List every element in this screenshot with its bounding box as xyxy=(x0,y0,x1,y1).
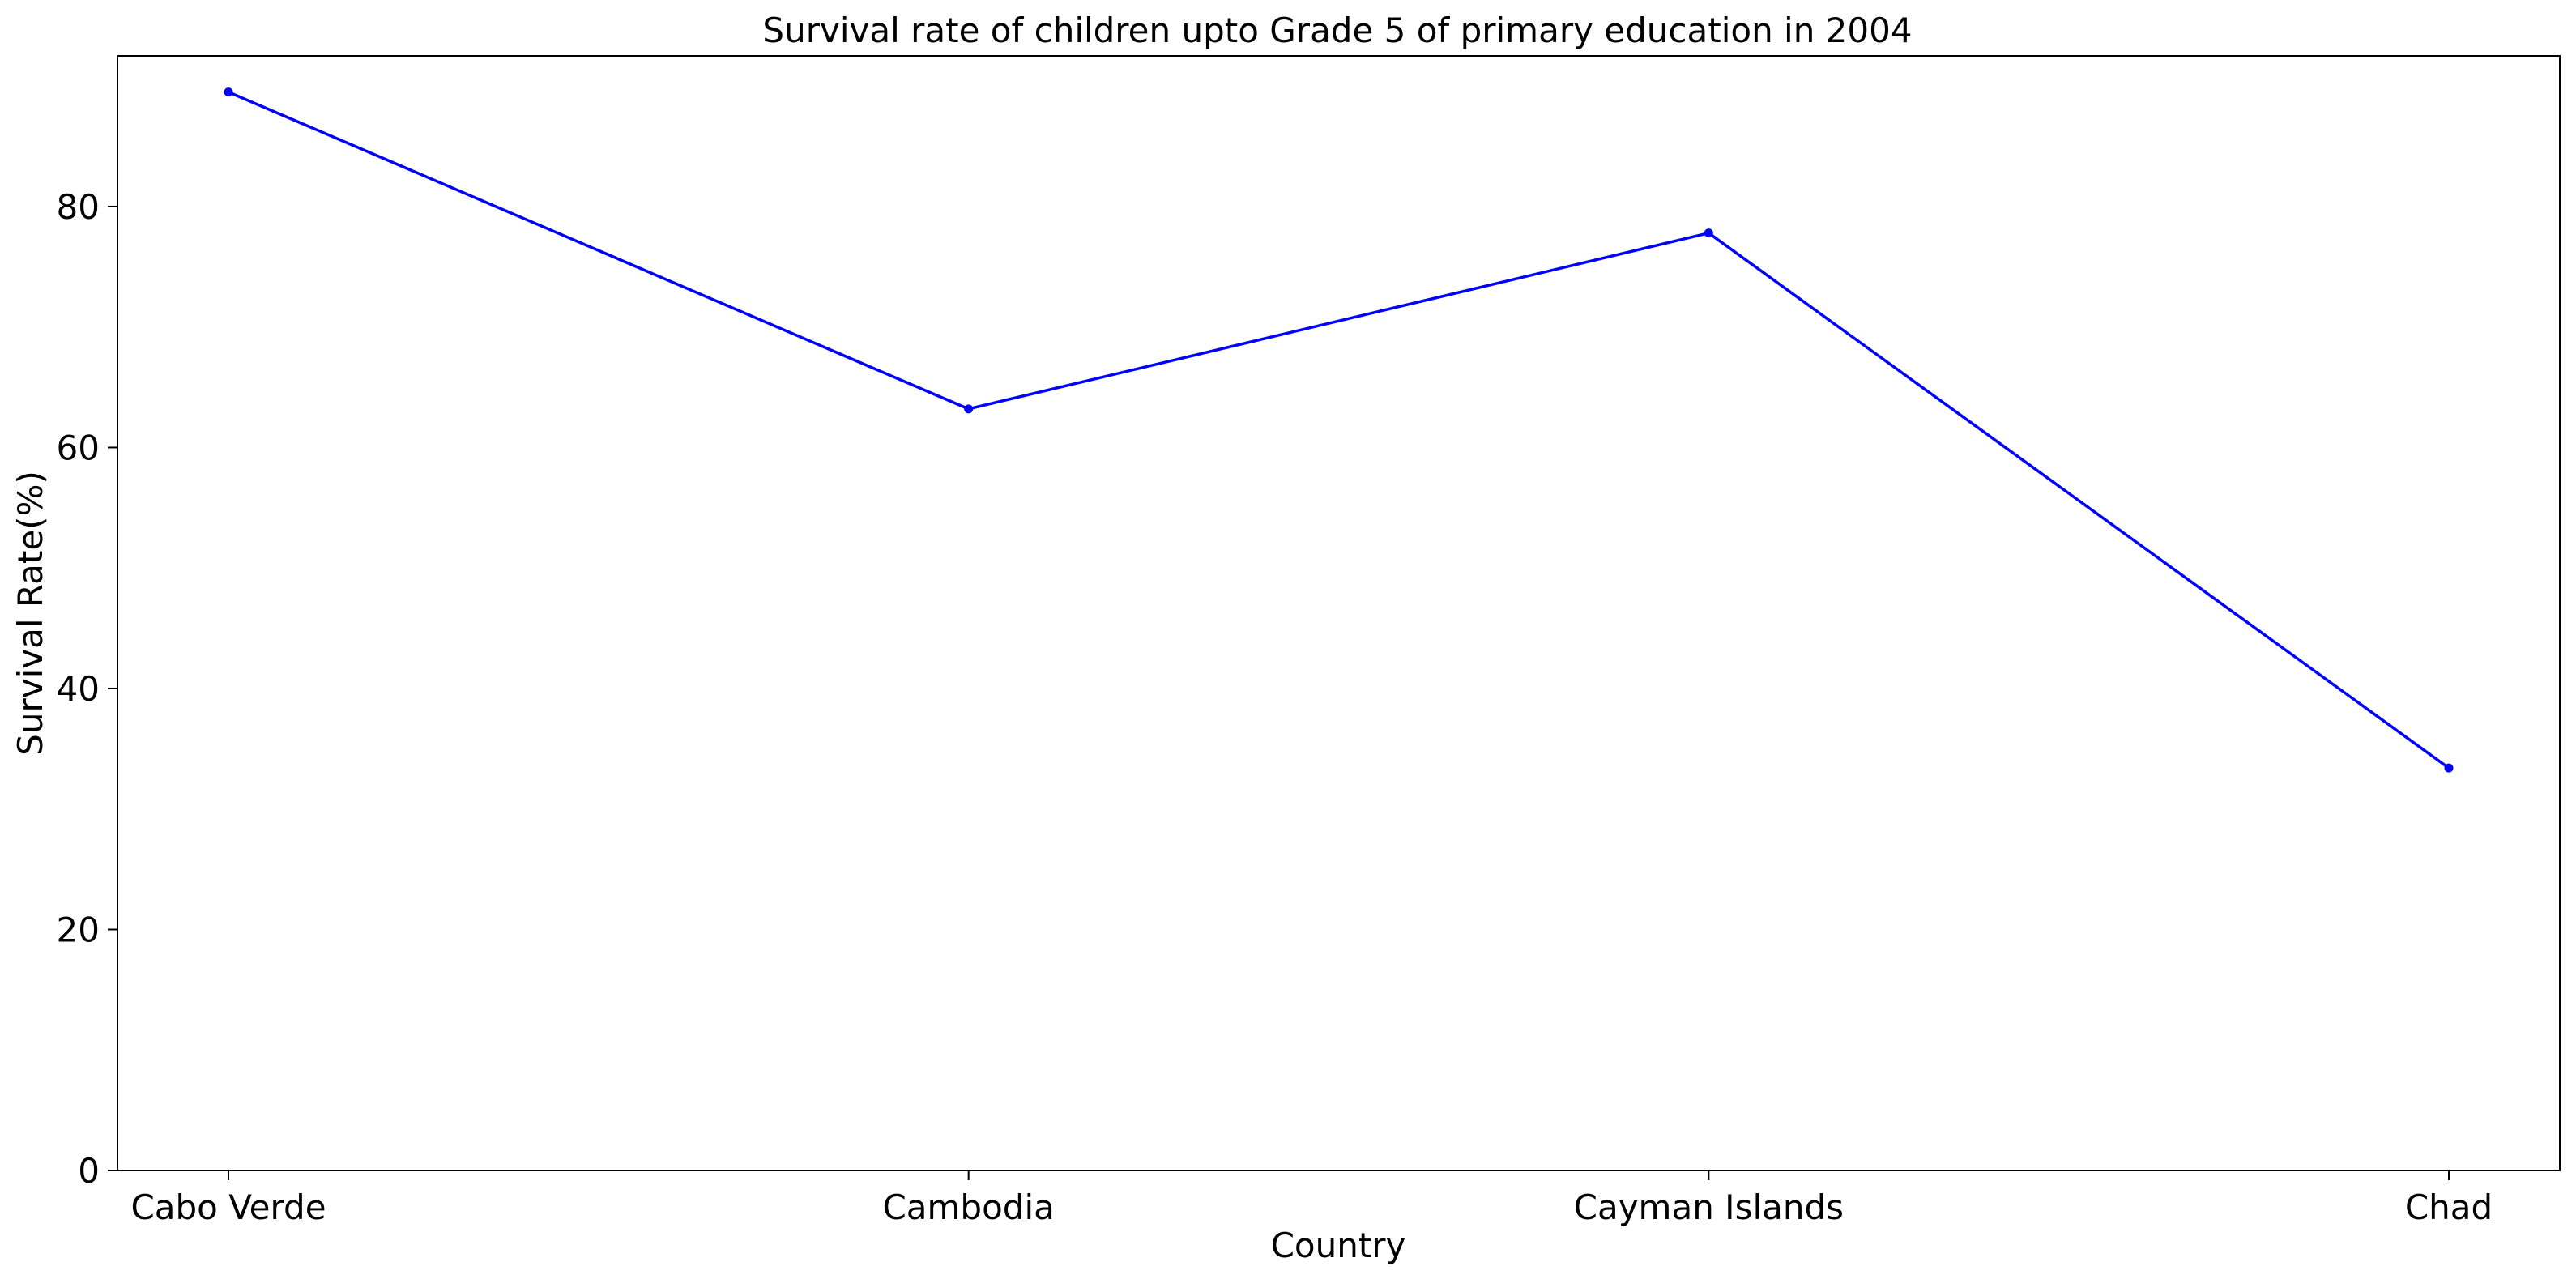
chart-title: Survival rate of children upto Grade 5 o… xyxy=(762,11,1912,50)
y-axis-label: Survival Rate(%) xyxy=(11,471,50,756)
data-point xyxy=(964,404,974,414)
x-axis-ticks: Cabo Verde Cambodia Cayman Islands Chad xyxy=(130,1170,2493,1227)
y-tick-label: 20 xyxy=(57,910,100,949)
y-tick-label: 60 xyxy=(57,428,100,467)
y-tick-label: 80 xyxy=(57,187,100,227)
x-tick-label: Chad xyxy=(2405,1187,2493,1227)
x-tick-label: Cabo Verde xyxy=(130,1187,326,1227)
data-point xyxy=(1704,228,1713,238)
y-tick-label: 40 xyxy=(57,669,100,709)
plot-frame xyxy=(117,55,2561,1171)
y-tick-label: 0 xyxy=(78,1151,100,1191)
series-layer xyxy=(224,87,2454,773)
data-point xyxy=(224,87,233,97)
x-tick-label: Cambodia xyxy=(882,1187,1054,1227)
series-line xyxy=(228,91,2450,770)
y-axis-ticks: 0 20 40 60 80 xyxy=(57,187,117,1191)
x-tick-label: Cayman Islands xyxy=(1574,1187,1844,1227)
x-axis-label: Country xyxy=(1271,1226,1406,1265)
data-point xyxy=(2444,763,2454,773)
